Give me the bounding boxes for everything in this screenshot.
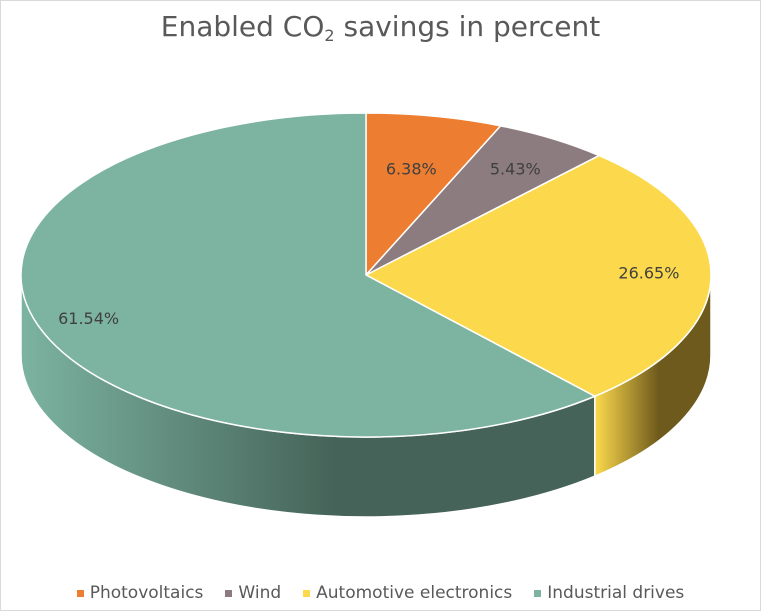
legend-item-industrial-drives: Industrial drives <box>534 583 684 603</box>
data-label-photovoltaics: 6.38% <box>386 160 437 179</box>
legend-label-photovoltaics: Photovoltaics <box>89 583 204 603</box>
chart-legend: Photovoltaics Wind Automotive electronic… <box>0 583 761 603</box>
pie-slice-automotive-electronics <box>365 154 712 397</box>
legend-label-wind: Wind <box>238 583 282 603</box>
chart-title: Enabled CO2 savings in percent <box>160 10 601 45</box>
legend-item-photovoltaics: Photovoltaics <box>76 583 204 603</box>
legend-item-wind: Wind <box>225 583 281 603</box>
legend-swatch-photovoltaics <box>76 589 84 597</box>
legend-label-automotive-electronics: Automotive electronics <box>316 583 513 603</box>
legend-item-automotive-electronics: Automotive electronics <box>303 583 512 603</box>
legend-swatch-wind <box>225 589 233 597</box>
data-label-wind: 5.43% <box>490 160 541 179</box>
data-label-automotive-electronics: 26.65% <box>618 264 679 283</box>
legend-swatch-automotive-electronics <box>303 589 311 597</box>
pie-slice-industrial-drives <box>20 112 596 438</box>
pie-slice-photovoltaics <box>365 112 502 276</box>
legend-label-industrial-drives: Industrial drives <box>547 583 685 603</box>
data-label-industrial-drives: 61.54% <box>58 309 119 328</box>
legend-swatch-industrial-drives <box>534 589 542 597</box>
